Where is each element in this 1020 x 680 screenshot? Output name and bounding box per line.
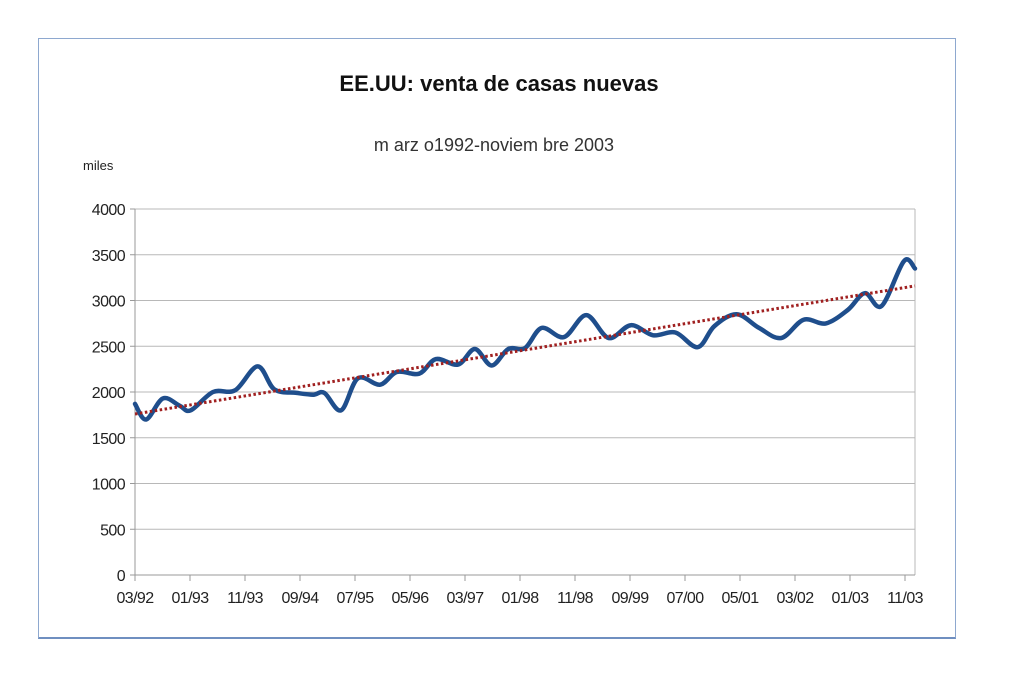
x-tick-label: 09/99 — [611, 590, 649, 607]
y-tick-labels: 0 500 1000 1500 2000 2500 3000 3500 4000 — [92, 202, 126, 585]
grid-lines — [135, 208, 916, 576]
x-tick-label: 01/03 — [831, 590, 869, 607]
x-tick-label: 11/98 — [557, 590, 594, 607]
y-tick-label: 500 — [100, 522, 126, 539]
y-tick-label: 1000 — [92, 477, 126, 494]
series-lines — [132, 257, 918, 422]
y-tick-label: 4000 — [92, 202, 126, 219]
chart-svg: EE.UU: venta de casas nuevas m arz o1992… — [83, 71, 924, 607]
y-tick-label: 2500 — [92, 339, 126, 356]
y-tick-label: 3000 — [92, 294, 126, 311]
y-tick-label: 1500 — [92, 431, 126, 448]
x-tick-label: 11/93 — [227, 590, 264, 607]
chart-frame: EE.UU: venta de casas nuevas m arz o1992… — [38, 38, 956, 639]
y-tick-label: 2000 — [92, 385, 126, 402]
trend-line — [134, 284, 916, 416]
x-tick-label: 01/93 — [171, 590, 209, 607]
chart-title: EE.UU: venta de casas nuevas — [339, 71, 658, 96]
chart-subtitle: m arz o1992-noviem bre 2003 — [374, 135, 614, 155]
x-tick-label: 09/94 — [281, 590, 319, 607]
axes — [130, 208, 915, 581]
x-tick-labels: 03/92 01/93 11/93 09/94 07/95 05/96 03/97 01/98… — [116, 590, 924, 607]
x-tick-label: 03/92 — [116, 590, 154, 607]
y-tick-label: 3500 — [92, 248, 126, 265]
y-tick-label: 0 — [117, 568, 126, 585]
y-axis-unit-label: miles — [83, 158, 114, 173]
x-tick-label: 01/98 — [501, 590, 539, 607]
x-tick-label: 05/96 — [391, 590, 429, 607]
x-tick-label: 11/03 — [887, 590, 924, 607]
x-tick-label: 03/97 — [446, 590, 484, 607]
sales-series-line — [132, 257, 918, 422]
x-tick-label: 07/95 — [336, 590, 374, 607]
x-tick-label: 07/00 — [666, 590, 704, 607]
x-tick-label: 05/01 — [721, 590, 759, 607]
x-tick-label: 03/02 — [776, 590, 814, 607]
